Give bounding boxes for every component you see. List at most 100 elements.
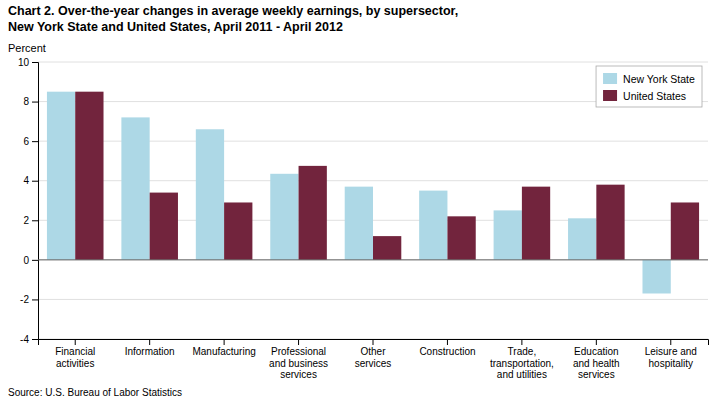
x-tick-label: Trade,transportation,and utilities (490, 346, 554, 380)
y-tick: 2 (23, 215, 38, 226)
x-tick-mark (298, 339, 299, 345)
bar (299, 166, 327, 260)
legend-item: United States (603, 90, 686, 102)
x-tick: Educationand healthservices (573, 339, 620, 380)
y-tick-label: -4 (20, 334, 29, 345)
y-tick-label: -2 (20, 294, 29, 305)
x-tick-mark (596, 339, 597, 345)
y-tick: -4 (20, 334, 38, 345)
x-tick-label-line: and health (573, 358, 620, 369)
bar (642, 260, 670, 294)
x-tick-mark (521, 339, 522, 345)
legend-label: New York State (623, 73, 695, 85)
x-tick-label: Information (125, 346, 175, 357)
x-tick: Construction (419, 339, 475, 357)
chart: Chart 2. Over-the-year changes in averag… (0, 0, 720, 401)
bar (75, 92, 103, 260)
x-tick-mark (670, 339, 671, 345)
bar (47, 92, 75, 260)
x-tick-mark (75, 339, 76, 345)
x-axis: Financialactivities Information Manufactur… (39, 339, 709, 380)
x-tick: Manufacturing (192, 339, 255, 357)
series (47, 92, 671, 294)
y-tick-mark (32, 260, 38, 261)
x-tick-label: Professionaland businessservices (269, 346, 328, 380)
y-tick-mark (32, 141, 38, 142)
x-tick-mark (447, 339, 448, 345)
y-tick-mark (32, 220, 38, 221)
legend-label: United States (623, 90, 686, 102)
y-tick-mark (32, 339, 38, 340)
bar (224, 202, 252, 259)
x-tick-label-line: transportation, (490, 358, 554, 369)
subtitle: New York State and United States, April … (8, 20, 343, 34)
x-tick-label-line: Financial (55, 346, 95, 357)
x-tick-label-line: hospitality (649, 358, 693, 369)
x-tick-label-line: activities (56, 358, 94, 369)
x-tick-label-line: Professional (271, 346, 326, 357)
source: Source: U.S. Bureau of Labor Statistics (8, 387, 182, 398)
x-tick-label-line: Trade, (508, 346, 537, 357)
y-tick-label: 0 (23, 255, 29, 266)
grid-line (38, 299, 708, 300)
bar (270, 174, 298, 260)
x-tick-label-line: services (578, 369, 615, 380)
x-tick: Leisure andhospitality (645, 339, 697, 369)
legend-swatch (603, 73, 617, 84)
x-axis-line (39, 340, 709, 346)
x-tick-label-line: Construction (419, 346, 475, 357)
y-tick-label: 6 (23, 136, 29, 147)
bar (447, 216, 475, 260)
y-tick: 6 (23, 136, 38, 147)
y-tick-mark (32, 102, 38, 103)
grid-line (38, 259, 708, 260)
x-tick-mark (149, 339, 150, 345)
y-tick: -2 (20, 294, 38, 305)
y-tick-mark (32, 62, 38, 63)
y-tick: 8 (23, 96, 38, 107)
x-tick-label: Construction (419, 346, 475, 357)
x-tick-label: Educationand healthservices (573, 346, 620, 380)
x-tick: Trade,transportation,and utilities (490, 339, 554, 380)
y-tick-label: 2 (23, 215, 29, 226)
bar (373, 236, 401, 260)
y-tick: 10 (18, 57, 38, 68)
bar (419, 191, 447, 260)
x-tick-label-line: and business (269, 358, 328, 369)
bar (568, 218, 596, 260)
plot: Percent-4-20246810FinancialactivitiesInf… (8, 42, 709, 380)
y-tick-label: 4 (23, 175, 29, 186)
x-tick-label: Financialactivities (55, 346, 95, 369)
y-tick-mark (32, 299, 38, 300)
bar (121, 117, 149, 259)
y-axis: -4 -2 0 2 4 6 8 10 (18, 57, 39, 345)
bar (494, 210, 522, 259)
y-tick-label: 8 (23, 96, 29, 107)
title: Chart 2. Over-the-year changes in averag… (8, 4, 458, 18)
bar (196, 129, 224, 260)
grid (38, 62, 708, 339)
y-tick-mark (32, 181, 38, 182)
x-tick-label-line: Other (360, 346, 386, 357)
x-tick: Professionaland businessservices (269, 339, 328, 380)
legend: New York State United States (596, 66, 702, 107)
x-tick-mark (224, 339, 225, 345)
grid-line (38, 62, 708, 63)
x-tick-label-line: and utilities (497, 369, 547, 380)
x-tick: Otherservices (355, 339, 392, 369)
zero-line (38, 259, 708, 260)
bars (47, 92, 699, 294)
x-tick-label: Otherservices (355, 346, 392, 369)
legend-swatch (603, 90, 617, 101)
y-axis-line (32, 63, 39, 340)
y-tick: 4 (23, 175, 38, 186)
x-tick: Information (125, 339, 175, 357)
x-tick: Financialactivities (55, 339, 95, 369)
y-tick-label: 10 (18, 57, 30, 68)
bar (671, 202, 699, 259)
legend-item: New York State (603, 73, 695, 85)
x-tick-label-line: services (280, 369, 317, 380)
x-tick-label-line: Leisure and (645, 346, 697, 357)
x-tick-label-line: Education (574, 346, 618, 357)
legend-frame (596, 66, 702, 107)
